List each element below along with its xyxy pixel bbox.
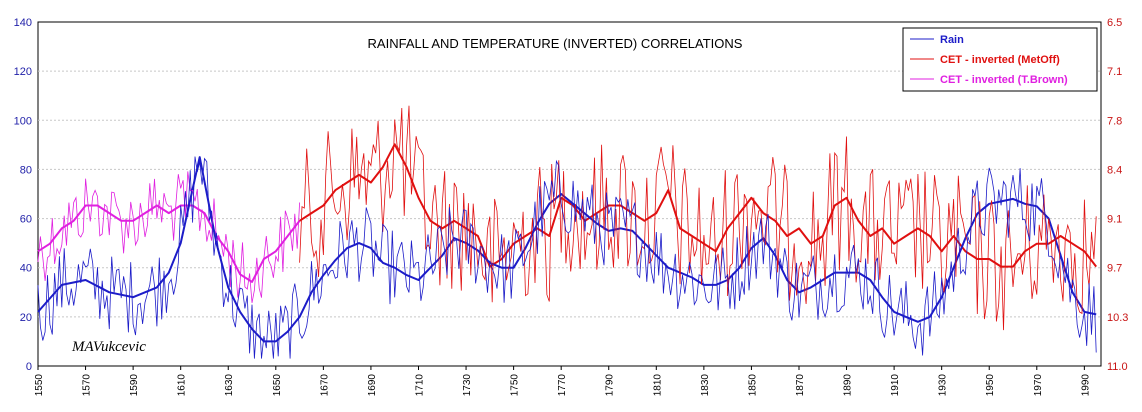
- x-tick-label: 1730: [462, 374, 473, 397]
- x-tick-label: 1870: [795, 374, 806, 397]
- y-left-tick-label: 40: [20, 263, 32, 275]
- x-tick-label: 1970: [1033, 374, 1044, 397]
- y-left-tick-label: 20: [20, 312, 32, 324]
- y-right-tick-label: 6.5: [1107, 17, 1122, 29]
- x-tick-label: 1570: [82, 374, 93, 397]
- y-axis-left: 0 20 40 60 80 100 120 140: [14, 17, 32, 373]
- x-tick-label: 1790: [605, 374, 616, 397]
- legend-label-rain: Rain: [940, 34, 964, 46]
- x-tick-label: 1710: [414, 374, 425, 397]
- x-tick-label: 1610: [177, 374, 188, 397]
- y-right-tick-label: 11.0: [1107, 361, 1128, 373]
- x-tick-label: 1630: [224, 374, 235, 397]
- y-left-tick-label: 120: [14, 66, 32, 78]
- series-line: [37, 156, 1097, 343]
- y-right-tick-label: 9.1: [1107, 214, 1122, 226]
- series-annual-line: [37, 171, 300, 303]
- legend: Rain CET - inverted (MetOff) CET - inver…: [902, 27, 1098, 92]
- y-left-tick-label: 0: [26, 361, 32, 373]
- y-right-tick-label: 7.8: [1107, 115, 1122, 127]
- x-tick-label: 1590: [129, 374, 140, 397]
- x-tick-label: 1550: [34, 374, 45, 397]
- y-right-tick-label: 9.7: [1107, 263, 1122, 275]
- y-right-tick-label: 8.4: [1107, 164, 1122, 176]
- x-tick-label: 1770: [557, 374, 568, 397]
- x-tick-label: 1830: [700, 374, 711, 397]
- x-tick-label: 1910: [890, 374, 901, 397]
- chart-title: RAINFALL AND TEMPERATURE (INVERTED) CORR…: [368, 36, 743, 51]
- signature: MAVukcevic: [71, 339, 146, 355]
- y-left-tick-label: 100: [14, 115, 32, 127]
- y-right-tick-label: 7.1: [1107, 66, 1122, 78]
- series-annual-line: [37, 156, 1097, 359]
- x-tick-label: 1690: [367, 374, 378, 397]
- y-left-tick-label: 140: [14, 17, 32, 29]
- legend-label-tbrown: CET - inverted (T.Brown): [940, 74, 1068, 86]
- x-tick-label: 1890: [843, 374, 854, 397]
- x-tick-label: 1670: [319, 374, 330, 397]
- noise-layer: [37, 105, 1097, 359]
- y-left-tick-label: 80: [20, 164, 32, 176]
- series-line: [299, 143, 1097, 268]
- legend-label-metoff: CET - inverted (MetOff): [940, 54, 1060, 66]
- y-axis-right: 6.5 7.1 7.8 8.4 9.1 9.7 10.3 11.0: [1107, 17, 1128, 373]
- x-tick-label: 1650: [272, 374, 283, 397]
- x-axis: 1550 1570 1590 1610 1630 1650 1670 1690 1710 1730…: [34, 366, 1091, 396]
- x-tick-label: 1810: [652, 374, 663, 397]
- x-tick-label: 1850: [747, 374, 758, 397]
- y-right-tick-label: 10.3: [1107, 312, 1128, 324]
- x-tick-label: 1750: [510, 374, 521, 397]
- y-left-tick-label: 60: [20, 214, 32, 226]
- legend-box: [902, 27, 1098, 92]
- x-tick-label: 1990: [1080, 374, 1091, 397]
- x-tick-label: 1930: [938, 374, 949, 397]
- series-annual-line: [299, 105, 1097, 331]
- x-tick-label: 1950: [985, 374, 996, 397]
